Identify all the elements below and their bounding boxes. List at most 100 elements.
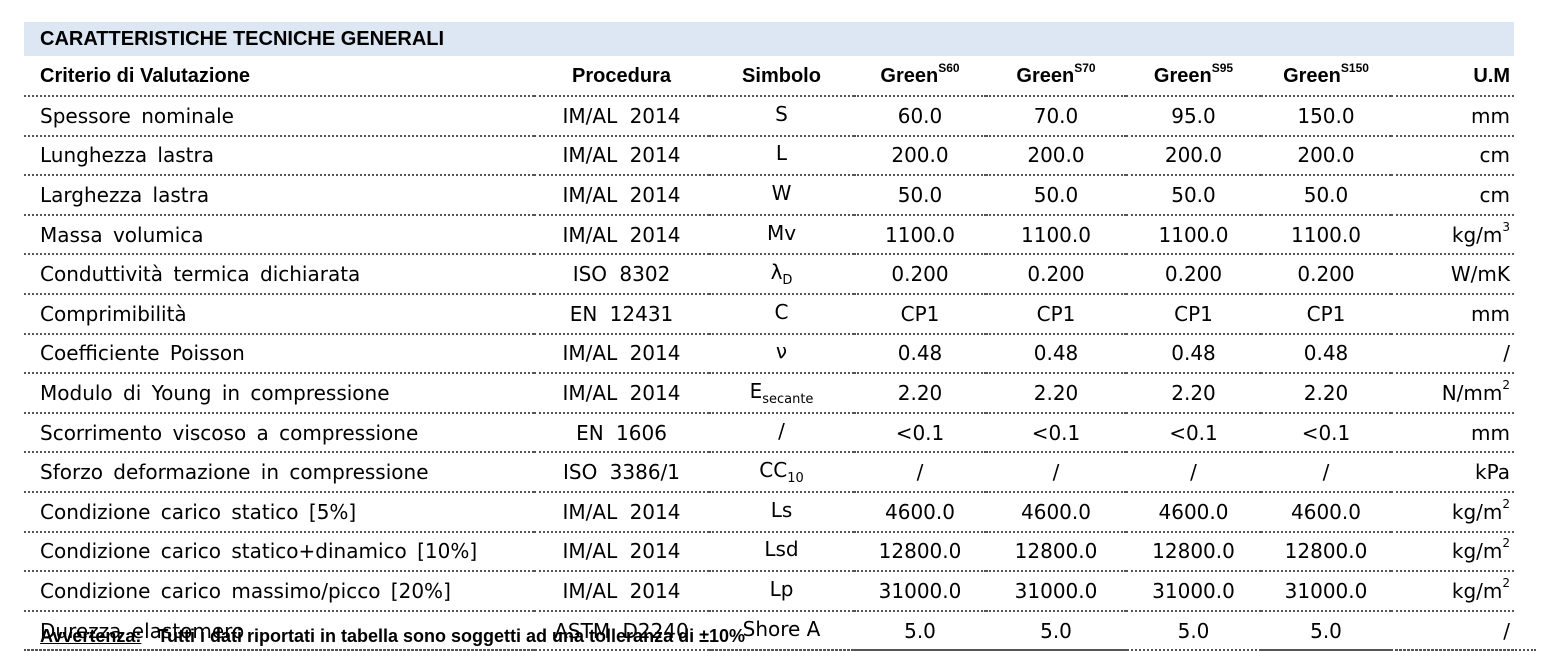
row-um: kg/m2 [1391,571,1514,612]
row-um: mm [1391,293,1514,335]
row-value-3: 0.48 [1126,333,1261,375]
row-criterio: Sforzo deformazione in compressione [24,452,534,493]
row-um: cm [1391,175,1514,216]
row-value-3: 0.200 [1126,254,1261,295]
row-value-3: 2.20 [1126,373,1261,414]
warning-note: Avvertenza: Tutti i dati riportati in tab… [40,626,745,647]
row-um: kg/m3 [1391,214,1514,256]
row-value-3: 12800.0 [1126,531,1261,573]
row-value-1: 4600.0 [854,491,986,533]
row-um: mm [1391,412,1514,454]
row-value-4: 31000.0 [1261,571,1391,612]
row-procedura: IM/AL 2014 [534,96,709,137]
table-row: Condizione carico statico+dinamico [10%]… [24,531,1514,573]
row-value-2: 70.0 [986,96,1126,137]
table-row: Larghezza lastra IM/AL 2014 W 50.0 50.0 50.0 5… [24,175,1514,216]
header-simbolo: Simbolo [709,58,854,97]
row-value-1: 50.0 [854,175,986,216]
row-simbolo: / [709,412,854,454]
row-procedura: ASTM D2240 [534,610,709,651]
table-row: Lunghezza lastra IM/AL 2014 L 200.0 200.0 200… [24,135,1514,177]
row-procedura: IM/AL 2014 [534,373,709,414]
table-row: Spessore nominale IM/AL 2014 S 60.0 70.0 95.0… [24,96,1514,137]
row-procedura: IM/AL 2014 [534,135,709,177]
row-value-4: <0.1 [1261,412,1391,454]
row-procedura: IM/AL 2014 [534,531,709,573]
row-value-3: CP1 [1126,293,1261,335]
warning-text: Tutti i dati riportati in tabella sono s… [157,626,745,646]
warning-label: Avvertenza: [40,626,142,646]
header-product-4: GreenS150 [1261,58,1391,97]
row-um: kg/m2 [1391,491,1514,533]
row-value-1: <0.1 [854,412,986,454]
row-um: N/mm2 [1391,373,1514,414]
row-procedura: IM/AL 2014 [534,333,709,375]
row-procedura: EN 12431 [534,293,709,335]
row-value-3: 95.0 [1126,96,1261,137]
row-value-3: 200.0 [1126,135,1261,177]
row-value-4: 200.0 [1261,135,1391,177]
row-value-2: CP1 [986,293,1126,335]
row-criterio: Modulo di Young in compressione [24,373,534,414]
table-row: Modulo di Young in compressione IM/AL 201… [24,373,1514,414]
section-title: CARATTERISTICHE TECNICHE GENERALI [24,22,1514,56]
row-procedura: IM/AL 2014 [534,571,709,612]
row-value-4: 0.200 [1261,254,1391,295]
header-product-3: GreenS95 [1126,58,1261,97]
row-value-3: <0.1 [1126,412,1261,454]
row-simbolo: Esecante [709,373,854,414]
table-row: Condizione carico massimo/picco [20%] IM/… [24,571,1514,612]
row-simbolo: Mv [709,214,854,256]
row-procedura: IM/AL 2014 [534,491,709,533]
row-value-4: 5.0 [1261,610,1391,651]
row-procedura: IM/AL 2014 [534,214,709,256]
row-value-2: 0.200 [986,254,1126,295]
header-procedura: Procedura [534,58,709,97]
row-um: mm [1391,96,1514,137]
row-value-1: 12800.0 [854,531,986,573]
table-row: Coefficiente Poisson IM/AL 2014 ν 0.48 0.48 0… [24,333,1514,375]
row-simbolo: Lsd [709,531,854,573]
row-simbolo: CC10 [709,452,854,493]
row-procedura: ISO 8302 [534,254,709,295]
row-um: / [1391,333,1514,375]
row-um: kg/m2 [1391,531,1514,573]
row-criterio: Durezza elastomero [24,610,534,651]
row-value-2: 4600.0 [986,491,1126,533]
row-criterio: Condizione carico statico [5%] [24,491,534,533]
header-product-2: GreenS70 [986,58,1126,97]
row-value-2: 1100.0 [986,214,1126,256]
row-value-1: 31000.0 [854,571,986,612]
row-value-3: 4600.0 [1126,491,1261,533]
row-criterio: Scorrimento viscoso a compressione [24,412,534,454]
row-value-4: 4600.0 [1261,491,1391,533]
row-value-4: 2.20 [1261,373,1391,414]
row-criterio: Condizione carico massimo/picco [20%] [24,571,534,612]
row-value-1: 5.0 [854,610,986,651]
row-um: W/mK [1391,254,1514,295]
table-row: Durezza elastomero ASTM D2240 Shore A 5.0 5.… [24,610,1514,651]
row-value-1: 200.0 [854,135,986,177]
row-simbolo: C [709,293,854,335]
row-value-1: CP1 [854,293,986,335]
row-criterio: Spessore nominale [24,96,534,137]
row-criterio: Coefficiente Poisson [24,333,534,375]
row-value-4: 12800.0 [1261,531,1391,573]
row-procedura: ISO 3386/1 [534,452,709,493]
row-procedura: EN 1606 [534,412,709,454]
row-criterio: Conduttività termica dichiarata [24,254,534,295]
row-value-3: 50.0 [1126,175,1261,216]
row-procedura: IM/AL 2014 [534,175,709,216]
header-criterio: Criterio di Valutazione [24,58,534,97]
row-value-2: 5.0 [986,610,1126,651]
row-value-2: 200.0 [986,135,1126,177]
row-value-4: 0.48 [1261,333,1391,375]
row-value-2: 31000.0 [986,571,1126,612]
header-um: U.M [1391,58,1514,97]
table-row: Scorrimento viscoso a compressione EN 160… [24,412,1514,454]
row-value-3: 5.0 [1126,610,1261,651]
row-simbolo: L [709,135,854,177]
row-value-2: 50.0 [986,175,1126,216]
row-simbolo: Ls [709,491,854,533]
table-row: Conduttività termica dichiarata ISO 8302 λ… [24,254,1514,295]
